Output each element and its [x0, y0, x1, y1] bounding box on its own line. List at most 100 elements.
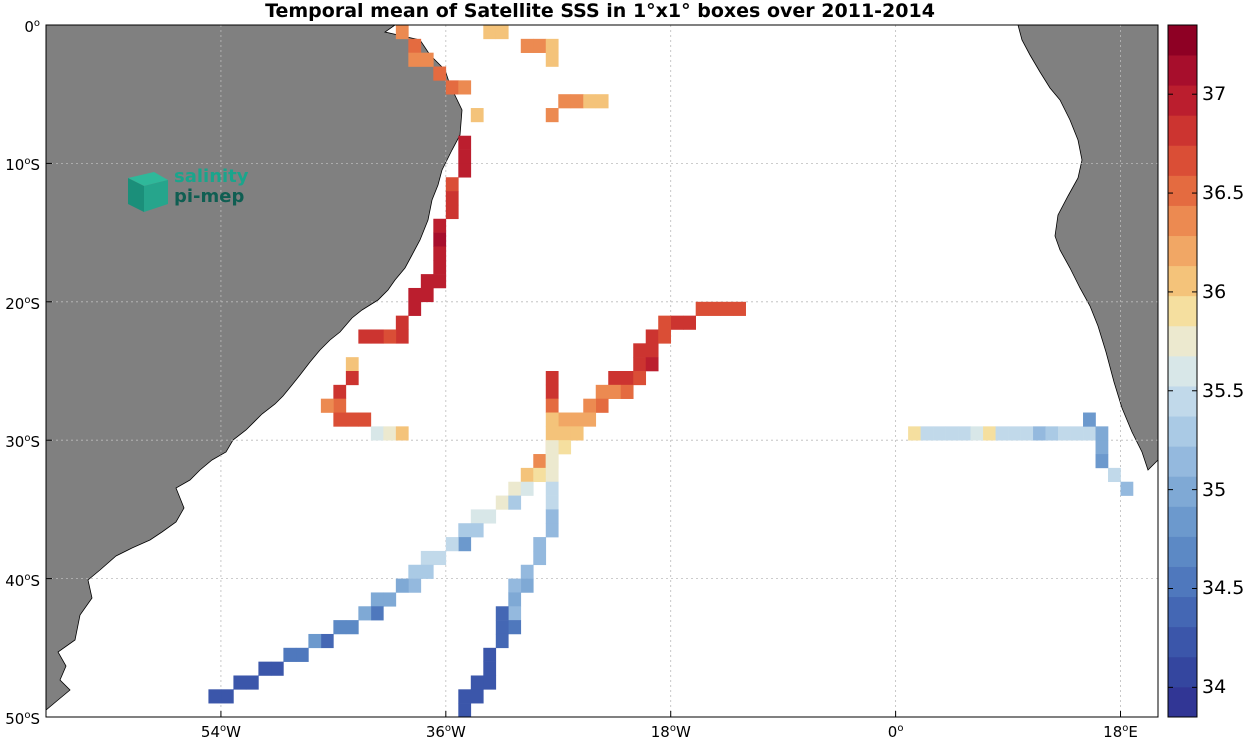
- sss-cell: [495, 633, 509, 649]
- sss-cell: [520, 564, 534, 579]
- logo-text-pi-mep: pi-mep: [174, 186, 245, 207]
- sss-cell: [695, 301, 709, 316]
- sss-cell: [545, 412, 559, 427]
- sss-cell: [383, 426, 397, 441]
- sss-cell: [495, 25, 509, 40]
- sss-cell: [508, 620, 522, 635]
- colorbar-segment: [1168, 115, 1197, 146]
- sss-cell: [545, 52, 559, 67]
- logo-text-salinity: salinity: [174, 166, 249, 187]
- colorbar-segment: [1168, 25, 1197, 56]
- sss-cell: [508, 495, 522, 510]
- y-tick-label: 30oS: [5, 433, 40, 452]
- sss-cell: [370, 329, 384, 344]
- colorbar-segment: [1168, 55, 1197, 86]
- sss-cell: [445, 537, 459, 552]
- sss-cell: [533, 537, 547, 552]
- sss-cell: [458, 80, 472, 95]
- sss-cell: [545, 108, 559, 123]
- colorbar-segment: [1168, 506, 1197, 537]
- axis-ticks: [46, 24, 1122, 718]
- sss-cell: [1033, 426, 1046, 441]
- map-title: Temporal mean of Satellite SSS in 1°x1° …: [265, 0, 935, 22]
- sss-cell: [545, 398, 559, 413]
- sss-cell: [320, 398, 334, 413]
- sss-cell: [508, 606, 522, 621]
- colorbar-segment: [1168, 205, 1197, 237]
- sss-cell: [508, 592, 522, 607]
- sss-cell: [558, 426, 572, 441]
- colorbar-segment: [1168, 626, 1197, 658]
- sss-cell: [483, 675, 497, 690]
- sss-cell: [395, 329, 409, 344]
- sss-cell: [908, 426, 921, 441]
- sss-cell: [495, 620, 509, 635]
- sss-cell: [408, 52, 422, 67]
- y-tick-label: 50oS: [5, 710, 40, 728]
- colorbar-ticks: [1168, 93, 1197, 688]
- sss-cell: [345, 357, 359, 372]
- colorbar-label: 34: [1202, 676, 1227, 699]
- sss-cell: [970, 426, 984, 441]
- colorbar-segment: [1168, 656, 1197, 688]
- sss-cell: [370, 426, 384, 441]
- sss-cell: [1020, 426, 1034, 441]
- africa-land: [1017, 24, 1159, 471]
- sss-cell: [445, 204, 459, 220]
- sss-cell: [220, 689, 234, 704]
- sss-cell: [533, 38, 547, 53]
- sss-cell: [458, 689, 472, 704]
- colorbar-segment: [1168, 175, 1197, 206]
- sss-cell: [645, 343, 659, 358]
- sss-cell: [595, 94, 609, 109]
- colorbar: [1168, 25, 1197, 718]
- sss-cell: [1108, 467, 1121, 483]
- sss-cell: [245, 675, 259, 690]
- sss-cell: [358, 329, 372, 344]
- sss-cell: [633, 343, 647, 358]
- colorbar-label: 34.5: [1202, 577, 1245, 600]
- x-tick-label: 54oW: [200, 723, 241, 741]
- sss-cell: [370, 606, 384, 621]
- colorbar-segment: [1168, 596, 1197, 628]
- sss-cell: [433, 260, 447, 275]
- sss-cell: [308, 633, 322, 649]
- sss-cell: [658, 315, 672, 330]
- sss-cell: [1095, 454, 1109, 469]
- sss-cell: [433, 246, 447, 261]
- sss-cell: [733, 301, 746, 316]
- sss-cell: [333, 398, 347, 413]
- colorbar-segment: [1168, 295, 1197, 327]
- sss-cell: [358, 412, 372, 427]
- sss-cell: [708, 301, 721, 316]
- sss-cell: [1095, 426, 1109, 441]
- sss-cell: [408, 287, 422, 303]
- sss-cell: [233, 675, 247, 690]
- colorbar-label: 35.5: [1202, 379, 1245, 402]
- sss-cell: [445, 80, 459, 95]
- sss-cell: [545, 495, 559, 510]
- sss-cell: [595, 398, 609, 413]
- y-tick-label: 40oS: [5, 571, 40, 590]
- sss-cell: [1045, 426, 1059, 441]
- sss-cell: [408, 564, 422, 579]
- sss-cell: [545, 440, 559, 455]
- sss-cell: [395, 426, 409, 441]
- sss-cell: [258, 661, 272, 676]
- sss-cell: [1083, 412, 1096, 427]
- colorbar-segment: [1168, 145, 1197, 176]
- colorbar-segment: [1168, 235, 1197, 267]
- sss-cell: [470, 689, 484, 704]
- sss-cell: [433, 218, 447, 233]
- colorbar-segment: [1168, 416, 1197, 447]
- colorbar-segment: [1168, 566, 1197, 598]
- sss-cell: [408, 301, 422, 316]
- sss-cell: [333, 412, 347, 427]
- sss-cell: [445, 191, 459, 206]
- colorbar-segment: [1168, 355, 1197, 387]
- sss-cell: [620, 384, 634, 399]
- sss-cell: [295, 647, 309, 662]
- x-tick-label: 36oW: [425, 723, 466, 741]
- sss-cell: [370, 592, 384, 607]
